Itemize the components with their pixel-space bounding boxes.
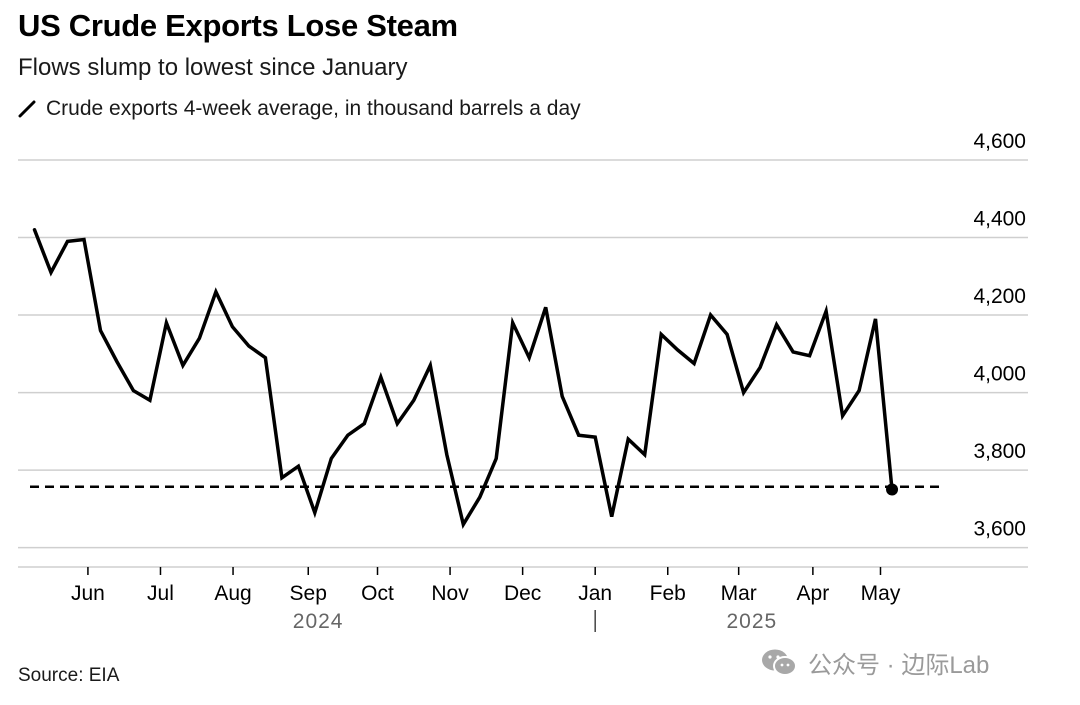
watermark: 公众号 · 边际Lab xyxy=(760,645,989,680)
legend-label: Crude exports 4-week average, in thousan… xyxy=(46,97,581,120)
x-tick-label: Jun xyxy=(71,582,105,605)
y-tick-label: 4,600 xyxy=(973,130,1026,153)
y-tick-label: 4,200 xyxy=(973,285,1026,308)
x-tick-label: Mar xyxy=(721,582,757,605)
x-tick-label: Apr xyxy=(797,582,830,605)
x-tick-label: Aug xyxy=(214,582,251,605)
y-tick-label: 4,000 xyxy=(973,363,1026,386)
year-label: 2024 xyxy=(293,610,344,633)
y-tick-label: 3,800 xyxy=(973,440,1026,463)
x-tick-label: Nov xyxy=(431,582,469,605)
legend-line-icon xyxy=(18,100,36,118)
wechat-icon xyxy=(762,649,797,676)
y-tick-label: 3,600 xyxy=(973,518,1026,541)
y-tick-label: 4,400 xyxy=(973,208,1026,231)
chart-title: US Crude Exports Lose Steam xyxy=(18,8,458,43)
x-tick-label: Feb xyxy=(650,582,686,605)
legend: Crude exports 4-week average, in thousan… xyxy=(18,97,581,121)
chart-subtitle: Flows slump to lowest since January xyxy=(18,54,408,81)
x-tick-label: Jan xyxy=(578,582,612,605)
x-tick-label: Sep xyxy=(290,582,327,605)
year-label: 2025 xyxy=(727,610,778,633)
x-tick-label: Oct xyxy=(361,582,394,605)
x-tick-label: Dec xyxy=(504,582,541,605)
x-tick-label: Jul xyxy=(147,582,174,605)
series-line xyxy=(32,228,894,529)
x-tick-label: May xyxy=(861,582,901,605)
source-note: Source: EIA xyxy=(18,665,120,686)
end-point-marker xyxy=(886,483,899,496)
watermark-text: 公众号 · 边际Lab xyxy=(808,652,990,679)
